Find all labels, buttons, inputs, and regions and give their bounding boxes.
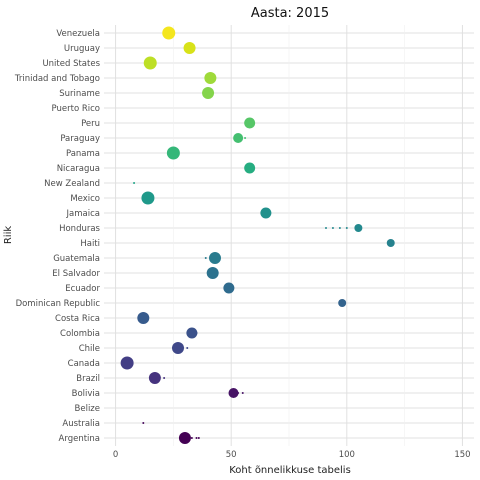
y-axis-tick-labels: Argentina Australia Belize Bolivia Brazil Can… xyxy=(14,29,101,444)
data-point xyxy=(143,56,157,70)
y-tick-label: Belize xyxy=(75,404,100,414)
data-point xyxy=(206,267,219,279)
data-points xyxy=(120,26,395,444)
y-tick-label: Canada xyxy=(68,359,100,369)
data-point xyxy=(148,372,161,384)
y-tick-label: Colombia xyxy=(60,329,100,339)
data-point xyxy=(204,72,217,84)
y-axis-title: Riik xyxy=(3,226,14,245)
trail-point xyxy=(325,227,327,229)
data-point xyxy=(228,388,239,398)
y-tick-label: Guatemala xyxy=(53,254,100,264)
trail-point xyxy=(190,437,193,439)
y-tick-label: Argentina xyxy=(59,434,100,444)
trail-point xyxy=(163,377,166,379)
y-tick-label: Suriname xyxy=(59,89,100,99)
trail-point xyxy=(204,257,207,259)
trail-point xyxy=(186,347,189,349)
data-point xyxy=(186,327,198,339)
trail-point xyxy=(197,437,200,439)
x-tick-label: 150 xyxy=(454,450,470,460)
y-tick-label: Paraguay xyxy=(60,134,100,144)
y-tick-label: Australia xyxy=(62,419,100,429)
data-point xyxy=(172,342,184,354)
y-tick-label: Costa Rica xyxy=(55,314,100,324)
data-point xyxy=(223,282,235,294)
x-tick-label: 50 xyxy=(226,450,237,460)
data-point xyxy=(166,146,180,160)
data-point xyxy=(178,432,191,444)
y-tick-label: Peru xyxy=(81,119,100,129)
trail-point xyxy=(338,227,341,229)
y-tick-label: Uruguay xyxy=(64,44,100,54)
data-point xyxy=(137,312,150,324)
data-point xyxy=(244,162,256,174)
data-point xyxy=(354,224,363,232)
data-point xyxy=(141,191,155,205)
y-tick-label: Bolivia xyxy=(72,389,100,399)
y-tick-label: New Zealand xyxy=(44,179,100,189)
grid-vertical xyxy=(115,25,463,446)
trail-point xyxy=(241,392,244,394)
data-point xyxy=(133,182,136,184)
y-tick-label: Jamaica xyxy=(66,209,100,219)
y-tick-label: Venezuela xyxy=(56,29,100,39)
trail-point xyxy=(195,437,198,439)
y-tick-label: El Salvador xyxy=(52,269,100,279)
data-point xyxy=(162,26,176,40)
data-point xyxy=(244,117,256,129)
data-point xyxy=(338,299,347,307)
data-point xyxy=(209,252,221,264)
trail-point xyxy=(331,227,334,229)
data-point xyxy=(202,87,215,99)
y-tick-label: Honduras xyxy=(59,224,100,234)
x-axis-title: Koht õnnelikkuse tabelis xyxy=(229,465,351,476)
x-tick-label: 100 xyxy=(339,450,355,460)
x-axis-tick-labels: 0 50 100 150 xyxy=(113,450,471,460)
data-point xyxy=(142,422,145,424)
chart-title: Aasta: 2015 xyxy=(251,6,329,21)
trail-point xyxy=(244,137,247,139)
data-point xyxy=(183,42,196,54)
y-tick-label: United States xyxy=(42,59,100,69)
y-tick-label: Dominican Republic xyxy=(16,299,101,309)
data-point xyxy=(233,133,244,143)
y-tick-label: Brazil xyxy=(76,374,100,384)
y-tick-label: Ecuador xyxy=(65,284,100,294)
data-point xyxy=(120,356,134,370)
y-tick-label: Haiti xyxy=(80,239,100,249)
y-tick-label: Chile xyxy=(79,344,100,354)
y-tick-label: Panama xyxy=(66,149,100,159)
data-point xyxy=(386,239,395,247)
y-tick-label: Nicaragua xyxy=(57,164,100,174)
y-tick-label: Puerto Rico xyxy=(52,104,100,114)
data-point xyxy=(260,207,272,219)
y-tick-label: Mexico xyxy=(70,194,100,204)
trail-point xyxy=(345,227,348,229)
y-tick-label: Trinidad and Tobago xyxy=(14,74,100,84)
x-tick-label: 0 xyxy=(113,450,118,460)
